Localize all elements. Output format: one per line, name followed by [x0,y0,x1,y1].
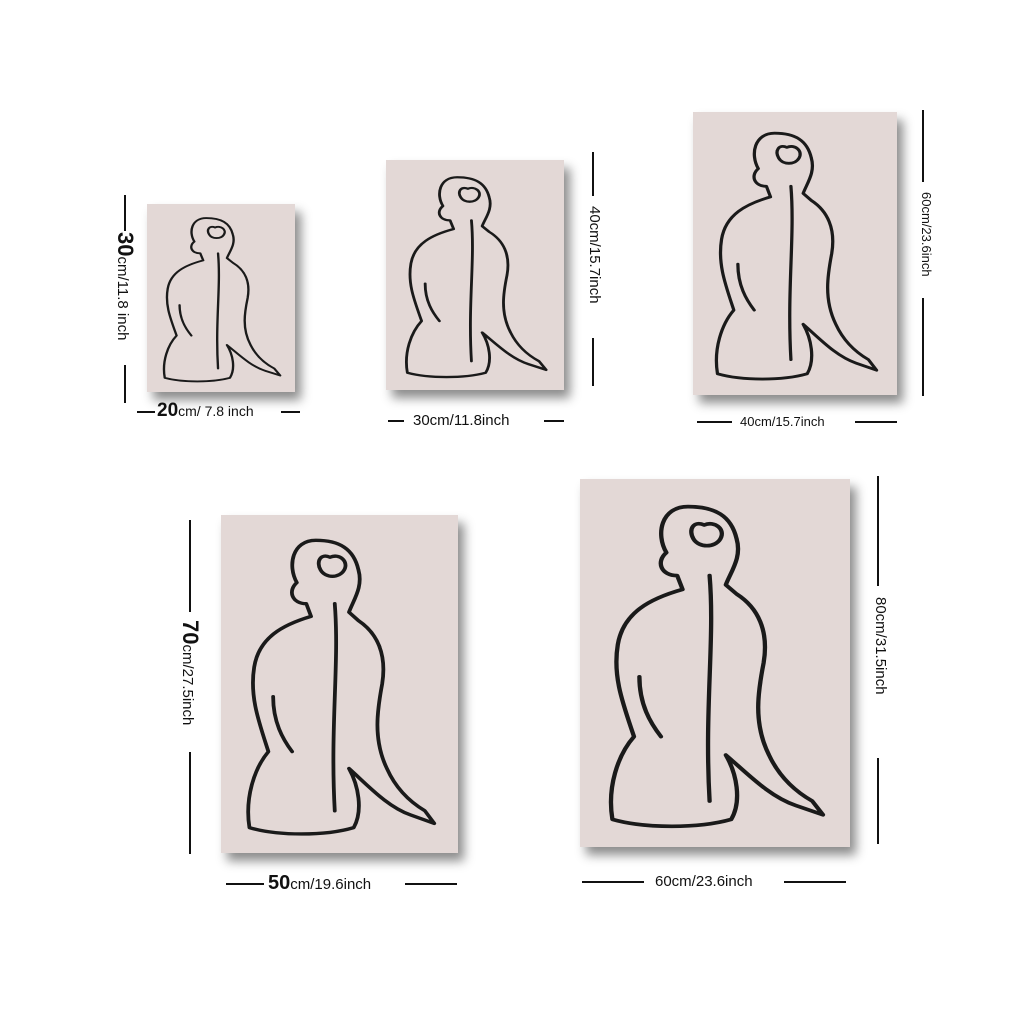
width-dimension-line [784,881,846,883]
height-label: 60cm/23.6inch [919,192,934,277]
height-number: 70 [178,620,203,645]
height-label: 70 cm/27.5inch [177,620,203,725]
width-number: 20 [157,400,179,421]
height-dimension-line [922,110,924,182]
width-dimension-line [405,883,457,885]
line-art-figure [162,217,282,383]
width-dimension-line [855,421,897,423]
width-unit-text: cm/ 7.8 inch [178,403,254,419]
line-art-figure [246,538,437,836]
art-panel-20x30 [147,204,295,392]
height-dimension-line [124,365,126,403]
width-label: 40cm/15.7inch [740,414,825,429]
line-art-figure [405,176,548,379]
width-text: 40cm/15.7inch [740,414,825,429]
height-label: 40cm/15.7inch [586,206,603,304]
height-dimension-line [189,520,191,612]
width-dimension-line [582,881,644,883]
width-label: 50 cm/19.6inch [268,872,371,895]
width-dimension-line [226,883,264,885]
height-label: 30 cm/11.8 inch [112,232,138,340]
line-art-figure [608,504,826,829]
height-text: 80cm/31.5inch [872,597,889,695]
width-dimension-line [388,420,404,422]
art-panel-50x70 [221,515,458,853]
width-dimension-line [544,420,564,422]
width-label: 20 cm/ 7.8 inch [157,400,254,422]
height-dimension-line [877,758,879,844]
height-text: 40cm/15.7inch [586,206,603,304]
width-label: 30cm/11.8inch [413,412,509,429]
height-dimension-line [877,476,879,586]
height-dimension-line [922,298,924,396]
height-unit-text: cm/11.8 inch [114,256,131,341]
height-dimension-line [189,752,191,854]
width-unit-text: cm/19.6inch [290,876,372,893]
art-panel-30x40 [386,160,564,390]
width-dimension-line [281,411,300,413]
art-panel-40x60 [693,112,897,395]
width-label: 60cm/23.6inch [655,873,753,890]
art-panel-60x80 [580,479,850,847]
height-dimension-line [592,152,594,196]
height-number: 30 [113,232,138,257]
height-dimension-line [592,338,594,386]
width-dimension-line [137,411,155,413]
height-dimension-line [124,195,126,231]
line-art-figure [714,131,879,381]
width-dimension-line [697,421,732,423]
width-text: 30cm/11.8inch [413,412,510,429]
height-text: 60cm/23.6inch [919,192,934,277]
height-unit-text: cm/27.5inch [179,644,196,726]
width-number: 50 [268,872,291,894]
width-text: 60cm/23.6inch [655,873,753,890]
height-label: 80cm/31.5inch [872,597,889,695]
